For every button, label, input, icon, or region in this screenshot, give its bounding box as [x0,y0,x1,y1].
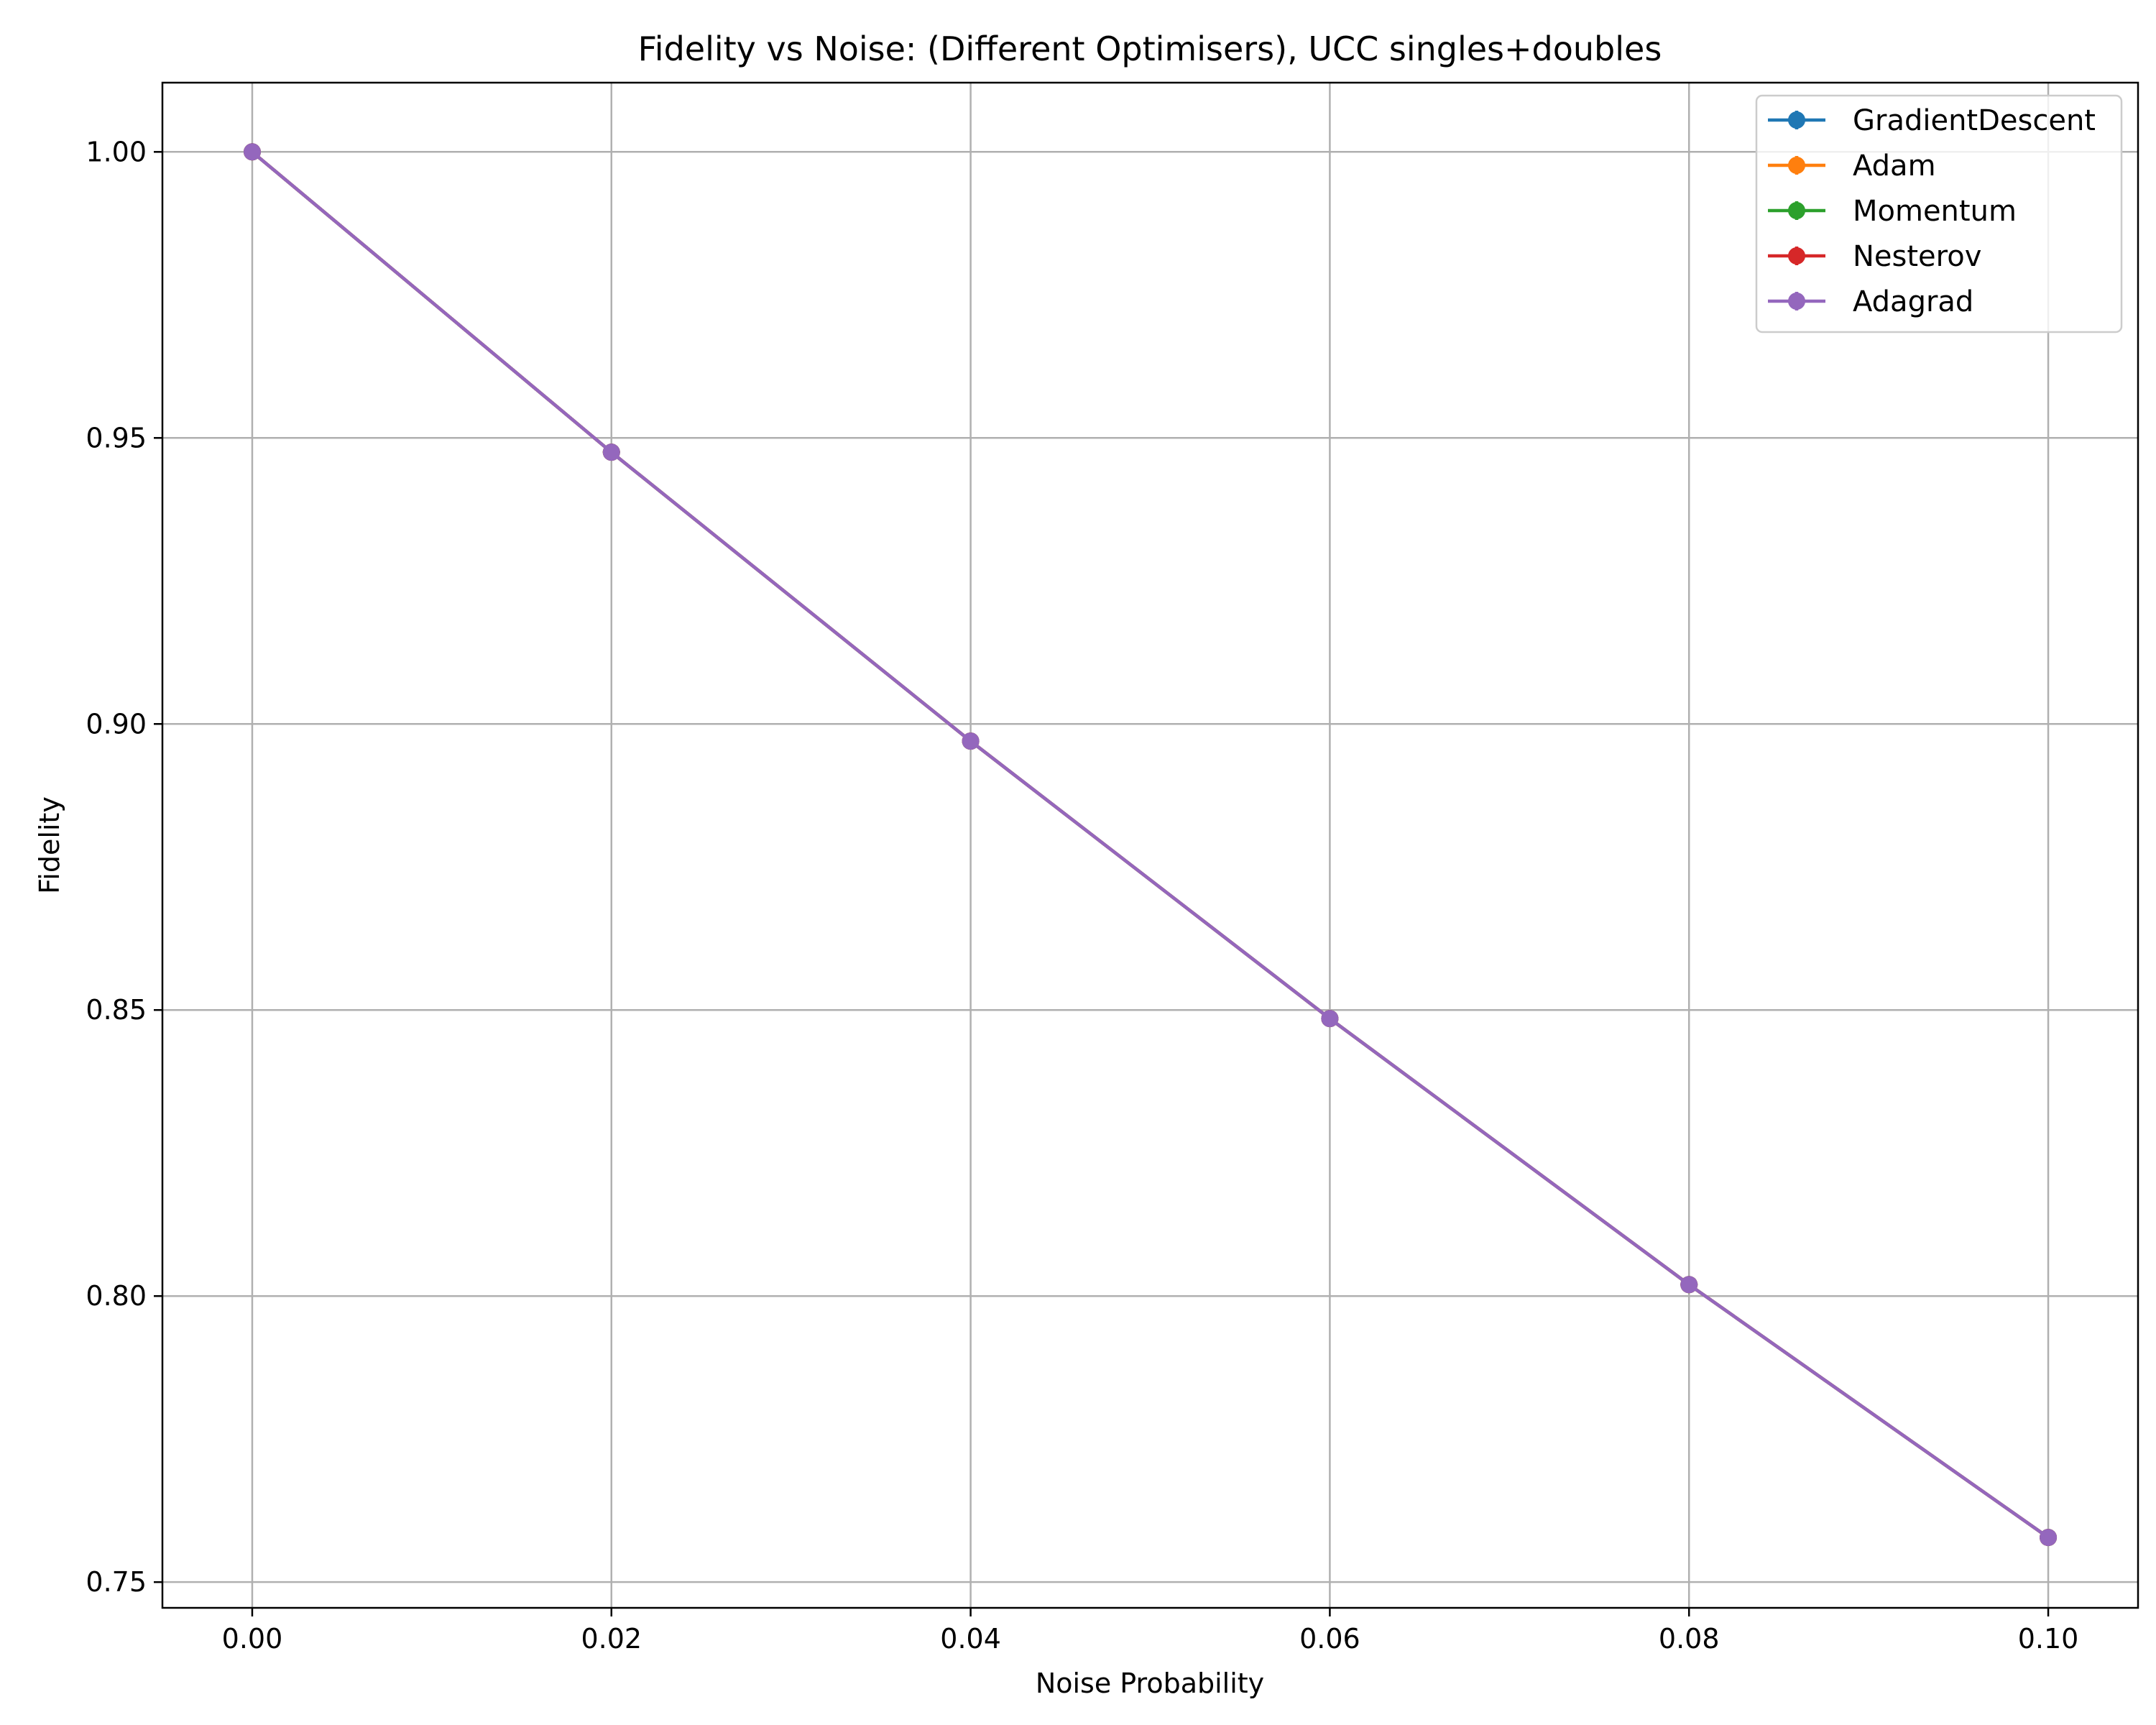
y-tick-label: 0.85 [86,994,147,1026]
x-tick-label: 0.04 [940,1623,1001,1655]
y-tick-label: 1.00 [86,136,147,167]
data-point-adagrad [1680,1276,1698,1294]
data-point-adagrad [962,732,980,750]
y-tick-label: 0.80 [86,1280,147,1312]
x-tick-label: 0.06 [1299,1623,1360,1655]
axis-ticks: 0.00 0.02 0.04 0.06 0.08 0.10 0.75 0.80 0.85 0.90… [86,136,2078,1655]
legend-marker [1788,202,1805,219]
chart-title: Fidelity vs Noise: (Different Optimisers… [638,29,1662,68]
legend-marker [1788,247,1805,264]
legend-label: Momentum [1853,195,2017,228]
data-point-adagrad [243,143,261,161]
x-tick-label: 0.08 [1659,1623,1720,1655]
x-tick-label: 0.00 [222,1623,283,1655]
legend-marker [1788,293,1805,310]
x-axis-label: Noise Probability [1036,1668,1264,1699]
legend-entry-nesterov: Nesterov [1768,240,1981,273]
legend-label: GradientDescent [1853,104,2096,137]
y-tick-label: 0.95 [86,422,147,454]
data-point-adagrad [602,443,620,461]
legend-box [1755,94,2123,334]
y-tick-label: 0.90 [86,708,147,740]
legend-label: Adam [1853,150,1936,183]
x-tick-label: 0.10 [2018,1623,2079,1655]
y-axis-label: Fidelity [34,796,65,894]
legend-entry-momentum: Momentum [1768,195,2017,228]
series-adagrad [243,143,2058,1547]
y-tick-label: 0.75 [86,1566,147,1598]
grid-lines [162,83,2138,1608]
plot-series [243,143,2058,1547]
x-tick-label: 0.02 [581,1623,642,1655]
legend-entry-gradientdescent: GradientDescent [1768,104,2096,137]
data-point-adagrad [2040,1529,2058,1547]
series-line-adagrad [249,150,2051,1540]
plot-frame [161,81,2139,1609]
legend-marker [1788,111,1805,129]
legend-entry-adam: Adam [1768,150,1936,183]
legend-label: Adagrad [1853,285,1973,318]
legend-label: Nesterov [1853,240,1981,273]
data-point-adagrad [1321,1010,1339,1028]
legend: GradientDescent Adam Momentum Nesterov Adagr… [1755,94,2123,334]
legend-items: GradientDescent Adam Momentum Nesterov Adagr… [1768,104,2096,318]
legend-entry-adagrad: Adagrad [1768,285,1973,318]
legend-marker [1788,157,1805,174]
